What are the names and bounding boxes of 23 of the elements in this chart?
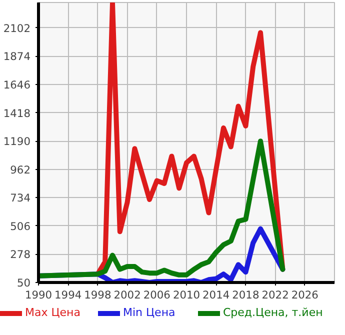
x-tick-label: 2010 — [172, 288, 200, 302]
y-tick-label: 1190 — [3, 135, 31, 148]
y-tick-label: 506 — [10, 220, 31, 233]
y-tick-label: 1874 — [3, 50, 31, 64]
y-tick-label: 1646 — [3, 78, 31, 92]
x-tick-label: 1990 — [24, 288, 52, 302]
x-tick-label: 2026 — [291, 288, 319, 302]
y-tick-label: 278 — [10, 248, 31, 262]
legend-label: Min Цена — [123, 306, 176, 319]
y-tick-label: 50 — [16, 276, 31, 290]
x-tick-label: 2022 — [262, 288, 289, 302]
x-tick-label: 1994 — [54, 288, 82, 302]
x-tick-label: 2002 — [114, 288, 141, 302]
y-tick-label: 734 — [10, 192, 31, 205]
x-tick-label: 1998 — [84, 288, 112, 302]
x-tick-label: 2018 — [232, 288, 260, 302]
y-tick-label: 2102 — [3, 22, 31, 35]
legend-label: Max Цена — [25, 306, 80, 319]
y-tick-label: 1418 — [3, 106, 31, 120]
x-tick-label: 2006 — [143, 288, 171, 302]
y-tick-label: 962 — [10, 163, 31, 176]
x-tick-label: 2014 — [202, 288, 230, 302]
legend-label: Сред.Цена, т.йен — [223, 306, 323, 319]
